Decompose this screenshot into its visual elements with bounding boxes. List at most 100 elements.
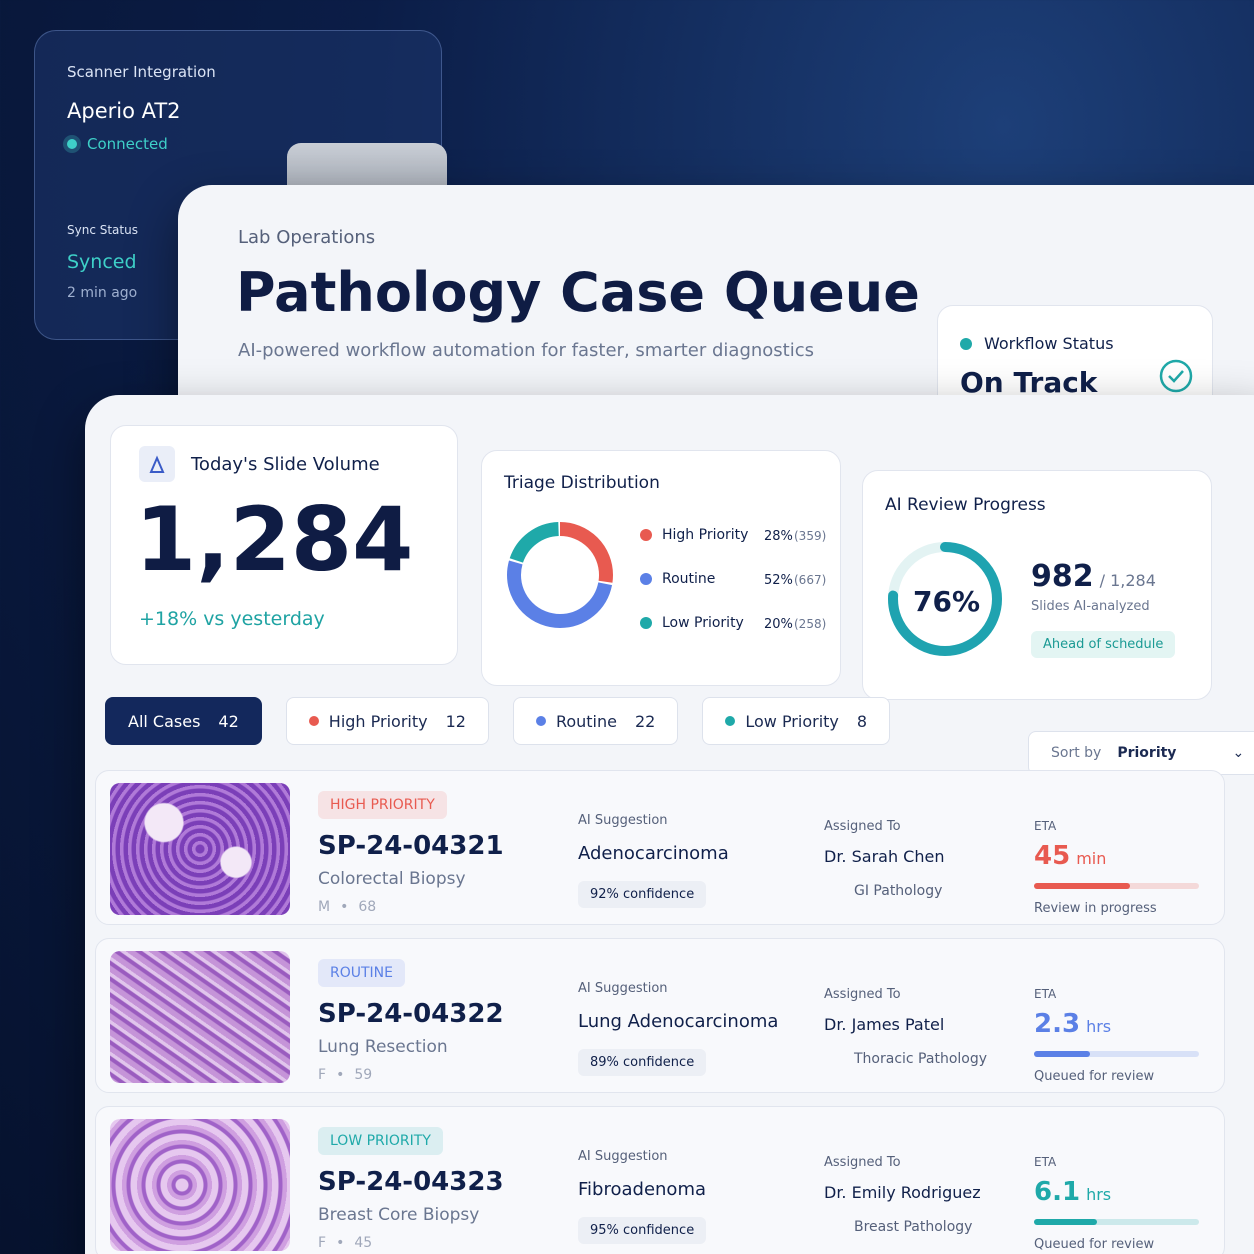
ai-review-card: AI Review Progress 76% 982 / 1,284 Slides… — [862, 470, 1212, 700]
legend-dot — [640, 529, 652, 541]
volume-icon — [139, 446, 175, 482]
status-dot — [67, 139, 77, 149]
eta-status: Review in progress — [1034, 901, 1157, 916]
subtitle: AI-powered workflow automation for faste… — [238, 340, 815, 361]
scanner-device: Aperio AT2 — [67, 99, 181, 123]
check-icon — [1159, 359, 1193, 393]
eta-progress — [1034, 1219, 1097, 1225]
eta-unit: hrs — [1086, 1017, 1112, 1036]
case-card[interactable]: LOW PRIORITY SP-24-04323 Breast Core Biops… — [95, 1106, 1225, 1254]
filter-tab[interactable]: High Priority 12 — [285, 697, 489, 745]
age: 68 — [358, 899, 377, 915]
diagnosis: Fibroadenoma — [578, 1179, 707, 1200]
chevron: ⌄ — [1232, 745, 1245, 761]
reviewed-count: 982 — [1031, 559, 1094, 594]
eta: 45 min — [1034, 841, 1106, 871]
doctor: Dr. James Patel — [824, 1015, 945, 1034]
main-sheet: Today's Slide Volume 1,284 +18% vs yeste… — [85, 395, 1254, 1254]
slide-thumbnail — [110, 1119, 290, 1251]
eta-status: Queued for review — [1034, 1237, 1155, 1252]
assigned-label: Assigned To — [824, 819, 901, 834]
slide-thumbnail — [110, 951, 290, 1083]
specimen: Colorectal Biopsy — [318, 869, 466, 889]
label-text: Workflow Status — [984, 334, 1114, 353]
department: GI Pathology — [854, 883, 943, 899]
eta-track — [1034, 1219, 1199, 1225]
specimen: Breast Core Biopsy — [318, 1205, 480, 1225]
triage-title: Triage Distribution — [504, 473, 660, 493]
donut-chart — [507, 522, 613, 628]
eta-label: ETA — [1034, 819, 1057, 833]
priority-badge: ROUTINE — [318, 959, 405, 987]
filter-label: Low Priority — [745, 711, 839, 731]
eta-label: ETA — [1034, 1155, 1057, 1169]
diagnosis: Lung Adenocarcinoma — [578, 1011, 779, 1032]
volume-card: Today's Slide Volume 1,284 +18% vs yeste… — [110, 425, 458, 665]
sex: M — [318, 899, 331, 915]
legend-item: High Priority — [640, 527, 748, 543]
filter-label: High Priority — [328, 711, 428, 731]
slide-thumbnail — [110, 783, 290, 915]
ring-progress — [888, 542, 1002, 656]
filter-dot — [725, 716, 736, 726]
reviewed-caption: Slides AI-analyzed — [1031, 599, 1150, 614]
status-dot — [960, 337, 972, 350]
eta: 2.3 hrs — [1034, 1009, 1111, 1039]
legend-label: Low Priority — [662, 615, 744, 631]
filter-tab[interactable]: All Cases 42 — [105, 697, 262, 745]
eyebrow: Lab Operations — [238, 227, 376, 248]
patient-meta: F • 59 — [318, 1067, 372, 1083]
donut-segment — [507, 522, 613, 628]
schedule-badge: Ahead of schedule — [1031, 631, 1176, 658]
donut-segment — [507, 522, 613, 628]
priority-badge: HIGH PRIORITY — [318, 791, 447, 819]
filter-dot — [308, 716, 319, 726]
legend-item: Routine — [640, 571, 715, 587]
sync-label: Sync Status — [67, 223, 138, 237]
volume-change: +18% vs yesterday — [139, 608, 325, 630]
page-title: Pathology Case Queue — [236, 261, 920, 324]
priority-badge: LOW PRIORITY — [318, 1127, 443, 1155]
filter-count: 42 — [218, 711, 239, 731]
age: 59 — [354, 1067, 373, 1083]
case-id: SP-24-04322 — [318, 999, 504, 1029]
legend-dot — [640, 573, 652, 585]
eta-unit: min — [1076, 849, 1107, 868]
department: Breast Pathology — [854, 1219, 973, 1235]
legend-percent: 52% — [764, 573, 793, 588]
filter-label: All Cases — [128, 711, 201, 731]
legend-label: High Priority — [662, 527, 749, 543]
ai-review-title: AI Review Progress — [885, 495, 1046, 515]
workflow-value: On Track — [960, 366, 1098, 399]
doctor: Dr. Sarah Chen — [824, 847, 945, 866]
sort-dropdown[interactable]: Sort by Priority ⌄ — [1028, 731, 1254, 775]
sync-value: Synced — [67, 251, 137, 273]
separator: • — [340, 899, 349, 915]
confidence-badge: 89% confidence — [578, 1049, 707, 1076]
legend-dot — [640, 617, 652, 629]
legend-item: Low Priority — [640, 615, 744, 631]
reviewed-total: / 1,284 — [1099, 571, 1156, 590]
progress-ring — [888, 542, 1002, 656]
filter-dot — [535, 716, 546, 726]
eta: 6.1 hrs — [1034, 1177, 1111, 1207]
assigned-label: Assigned To — [824, 987, 901, 1002]
sex: F — [318, 1235, 327, 1251]
ai-label: AI Suggestion — [578, 981, 668, 996]
volume-label: Today's Slide Volume — [191, 454, 380, 475]
legend-percent: 28% — [764, 529, 793, 544]
reviewed: 982 / 1,284 — [1031, 559, 1156, 594]
case-card[interactable]: HIGH PRIORITY SP-24-04321 Colorectal Biops… — [95, 770, 1225, 925]
filter-tab[interactable]: Low Priority 8 — [702, 697, 891, 745]
filter-bar: All Cases 42 High Priority 12 Routine 22 Low P… — [105, 697, 891, 745]
separator: • — [336, 1235, 345, 1251]
legend-percent: 20% — [764, 617, 793, 632]
eta-value: 6.1 — [1034, 1177, 1081, 1207]
sort-value: Priority — [1117, 745, 1177, 761]
case-id: SP-24-04321 — [318, 831, 504, 861]
filter-tab[interactable]: Routine 22 — [512, 697, 679, 745]
status-text: Connected — [87, 135, 168, 153]
age: 45 — [354, 1235, 373, 1251]
case-card[interactable]: ROUTINE SP-24-04322 Lung Resection F • 59 AI S… — [95, 938, 1225, 1093]
